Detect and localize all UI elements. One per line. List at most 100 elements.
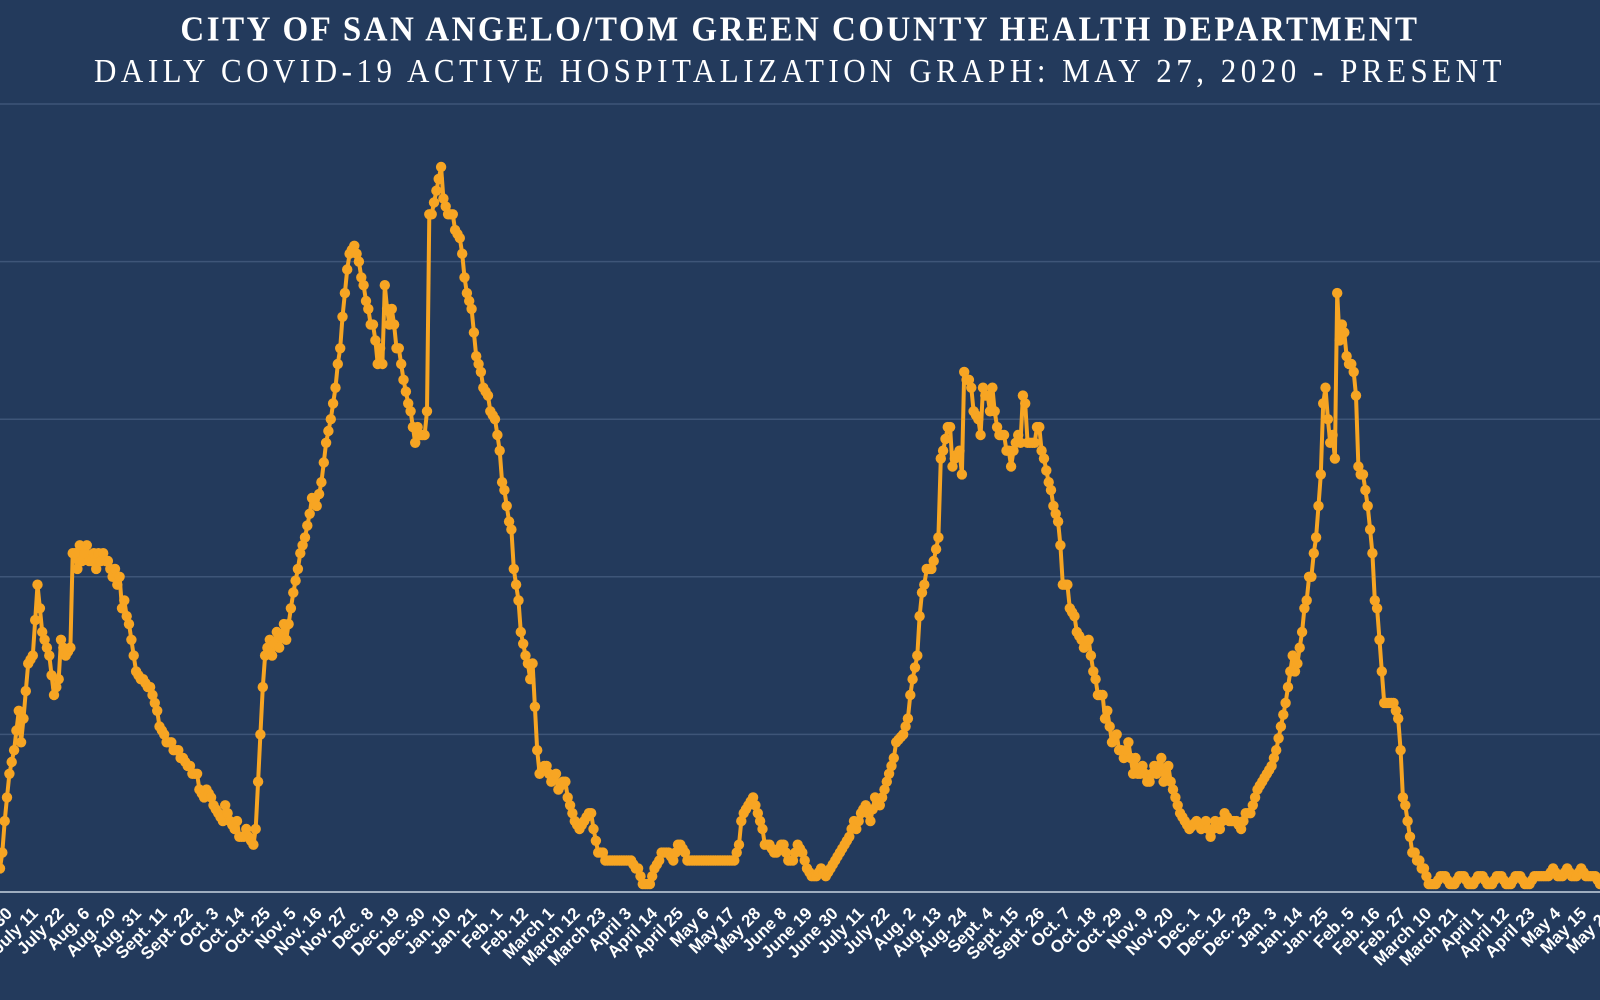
data-point-dot <box>400 386 412 397</box>
data-point-dot <box>1038 453 1050 464</box>
data-point-dot <box>360 295 372 307</box>
data-point-dot <box>928 555 939 567</box>
data-point-dot <box>363 303 374 315</box>
data-point-dot <box>560 776 571 787</box>
data-point-dot <box>1327 429 1338 441</box>
data-point-dot <box>1315 469 1327 480</box>
data-point-dot <box>205 792 217 803</box>
data-point-dot <box>330 382 341 393</box>
data-point-dot <box>926 563 937 575</box>
data-point-dot <box>1292 658 1303 669</box>
data-point-dot <box>1390 705 1402 716</box>
data-point-dot <box>1282 681 1294 693</box>
data-point-dot <box>1334 335 1345 346</box>
data-point-dot <box>914 611 925 622</box>
data-point-dot <box>426 209 437 220</box>
data-point-dot <box>447 209 458 220</box>
data-point-dot <box>1308 548 1320 559</box>
data-point-dot <box>412 421 423 433</box>
data-point-dot <box>959 366 970 378</box>
data-point-dot <box>1301 595 1312 606</box>
data-point-dot <box>393 343 404 354</box>
data-point-dot <box>797 847 808 858</box>
chart-title: CITY OF SAN ANGELO/TOM GREEN COUNTY HEAL… <box>180 11 1420 49</box>
data-point-dot <box>398 374 409 385</box>
data-point-dot <box>386 303 397 315</box>
data-point-dot <box>147 689 158 701</box>
data-point-dot <box>283 618 294 630</box>
data-point-dot <box>1369 595 1381 606</box>
data-point-dot <box>644 878 656 890</box>
data-point-dot <box>1165 776 1176 787</box>
data-point-dot <box>989 406 1000 417</box>
data-point-dot <box>231 815 243 827</box>
data-point-dot <box>318 457 329 468</box>
data-point-dot <box>1353 461 1364 472</box>
chart-subtitle: DAILY COVID-19 ACTIVE HOSPITALIZATION GR… <box>94 51 1506 90</box>
data-point-dot <box>973 414 984 425</box>
data-point-dot <box>1367 548 1378 559</box>
data-point-dot <box>466 303 477 315</box>
data-point-dot <box>342 264 353 275</box>
data-point-dot <box>464 295 475 307</box>
data-point-dot <box>515 626 526 638</box>
data-point-dot <box>1160 768 1172 779</box>
data-point-dot <box>311 500 322 512</box>
data-point-dot <box>1069 611 1080 622</box>
data-point-dot <box>876 792 888 803</box>
data-point-dot <box>736 815 747 827</box>
data-point-dot <box>1017 390 1029 401</box>
data-point-dot <box>506 524 517 535</box>
data-point-dot <box>266 650 278 661</box>
data-point-dot <box>419 429 430 441</box>
data-point-dot <box>1029 437 1040 448</box>
data-point-dot <box>6 756 17 768</box>
data-point-dot <box>780 847 792 858</box>
data-point-dot <box>1268 752 1280 764</box>
data-point-dot <box>292 563 304 575</box>
data-point-dot <box>1245 808 1256 819</box>
data-point-dot <box>1041 465 1052 476</box>
data-point-dot <box>69 548 81 559</box>
data-point-dot <box>468 327 480 338</box>
chart-header: CITY OF SAN ANGELO/TOM GREEN COUNTY HEAL… <box>0 0 1600 89</box>
data-point-dot <box>144 681 156 693</box>
data-point-dot <box>1156 752 1167 764</box>
data-point-dot <box>787 855 799 866</box>
data-point-dot <box>1013 429 1024 441</box>
data-point-dot <box>1200 815 1212 827</box>
data-point-dot <box>1341 351 1352 362</box>
data-point-dot <box>1137 760 1148 772</box>
data-point-dot <box>1313 500 1324 512</box>
data-point-dot <box>1322 414 1334 425</box>
data-point-dot <box>1008 445 1019 456</box>
data-point-dot <box>1280 697 1291 709</box>
data-point-dot <box>4 768 15 779</box>
data-point-dot <box>1278 709 1289 720</box>
data-point-dot <box>1325 437 1336 448</box>
data-point-dot <box>1048 500 1059 512</box>
data-point-dot <box>1123 737 1134 748</box>
data-point-dot <box>975 429 986 441</box>
data-point-dot <box>15 737 27 748</box>
data-point-dot <box>1085 650 1097 661</box>
data-point-dot <box>520 650 531 661</box>
data-point-dot <box>750 800 761 811</box>
data-point-dot <box>513 595 524 606</box>
data-point-dot <box>39 634 50 645</box>
data-point-dot <box>316 477 327 488</box>
data-point-dot <box>473 358 484 370</box>
data-point-dot <box>1362 500 1373 512</box>
data-point-dot <box>1090 674 1101 685</box>
data-point-dot <box>1397 792 1409 803</box>
data-point-dot <box>44 650 55 661</box>
data-point-dot <box>1247 800 1259 811</box>
data-point-dot <box>933 532 944 543</box>
data-point-dot <box>1310 532 1322 543</box>
data-point-dot <box>668 855 679 866</box>
data-point-dot <box>909 662 921 673</box>
data-point-dot <box>0 815 10 827</box>
data-point-dot <box>374 343 386 354</box>
